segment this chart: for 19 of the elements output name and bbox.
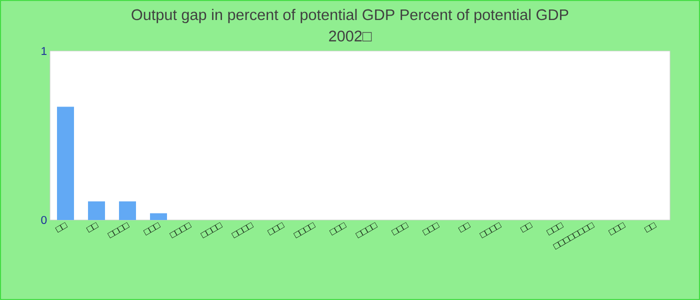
x-tick-label: □□□ — [267, 222, 285, 236]
bar — [119, 201, 136, 220]
x-tick-label: □□□ — [391, 222, 409, 236]
x-tick-label: □□ — [458, 222, 471, 233]
x-tick-label: □□ — [644, 222, 657, 233]
y-tick-label: 1 — [42, 47, 47, 55]
x-tick-label: □□□ — [608, 222, 626, 236]
chart-title: Output gap in percent of potential GDP Percent of potential GDP — [132, 8, 568, 24]
x-tick-label: □□□ — [143, 222, 161, 236]
y-tick-label: 0 — [41, 216, 47, 224]
x-tick-label: □□□ — [422, 222, 440, 236]
x-tick-label: □□ — [86, 222, 99, 233]
x-tick-label: □□ — [55, 222, 68, 233]
bar — [150, 213, 167, 220]
x-tick-label: □□ — [520, 222, 533, 233]
bar — [57, 106, 74, 220]
chart-subtitle: 2002□ — [329, 30, 372, 42]
bar — [88, 201, 105, 220]
x-tick-label: □□□ — [329, 222, 347, 236]
